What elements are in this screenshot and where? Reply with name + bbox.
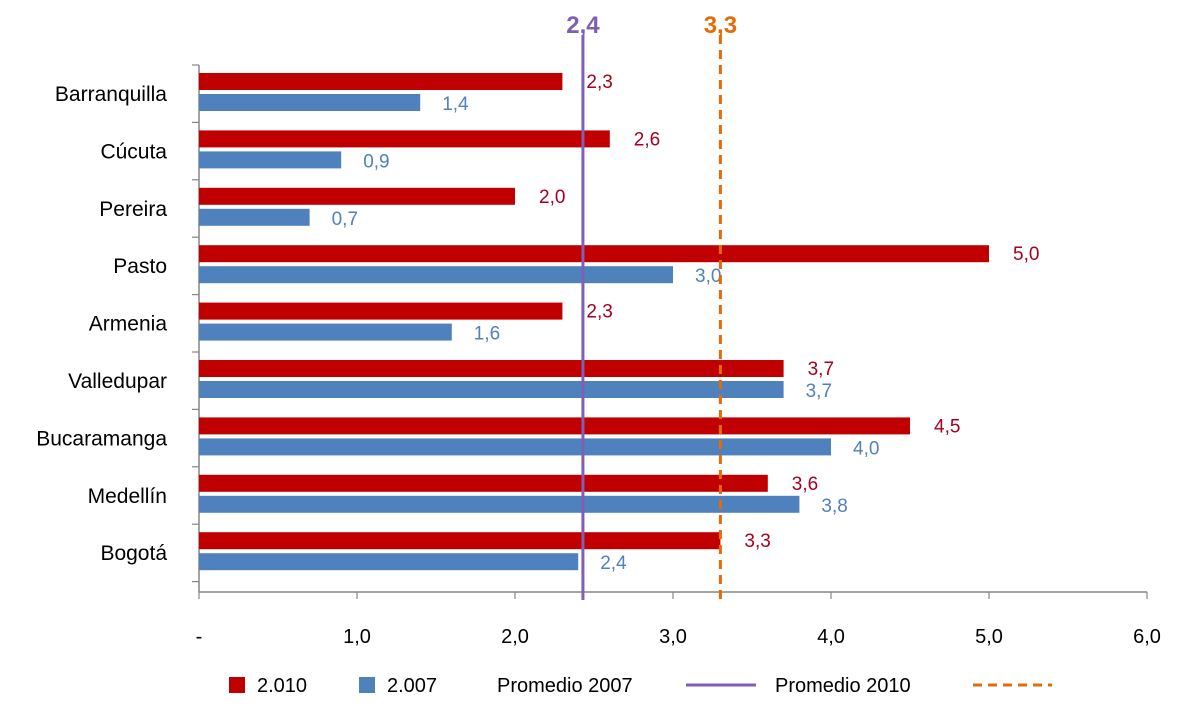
value-label-2010-medellin: 3,6 [792,474,818,495]
legend-label-2007: 2.007 [387,675,437,697]
value-label-2007-bucaramanga: 4,0 [853,438,879,459]
reference-label-promedio-2007: 2,4 [566,12,600,39]
x-tick-label: 6,0 [1133,626,1161,648]
category-label-pereira: Pereira [99,198,167,221]
value-label-2007-medellin: 3,8 [821,496,847,517]
legend-label-promedio-2007: Promedio 2007 [497,675,633,697]
bar-2010-bogota [199,532,721,550]
bar-2007-barranquilla [199,94,421,111]
value-label-2010-pasto: 5,0 [1013,244,1039,265]
value-label-2010-valledupar: 3,7 [808,359,834,380]
bar-2007-bogota [199,553,579,571]
bar-2010-pereira [199,187,515,205]
x-tick-label: 5,0 [975,626,1003,648]
category-label-cucuta: Cúcuta [100,140,167,163]
category-label-armenia: Armenia [89,313,168,336]
value-label-2007-barranquilla: 1,4 [442,94,469,115]
bar-2007-cucuta [199,151,342,169]
bar-2007-armenia [199,323,452,341]
x-tick-label: 3,0 [659,626,687,648]
value-label-2007-cucuta: 0,9 [363,151,389,172]
bar-2007-medellin [199,495,800,513]
reference-label-promedio-2010: 3,3 [704,12,737,39]
value-label-2010-bucaramanga: 4,5 [934,416,960,437]
legend-swatch-2007 [359,677,375,693]
category-label-barranquilla: Barranquilla [55,83,167,106]
value-label-2010-bogota: 3,3 [744,531,770,552]
x-tick-label: 2,0 [501,626,529,648]
category-label-pasto: Pasto [113,255,167,278]
category-label-bucaramanga: Bucaramanga [36,427,167,450]
bar-2010-valledupar [199,360,784,377]
legend-label-2010: 2.010 [257,675,307,697]
x-tick-label: - [196,626,203,648]
bar-2007-pereira [199,208,310,226]
legend-swatch-2010 [229,677,245,693]
x-tick-label: 4,0 [817,626,845,648]
value-label-2010-pereira: 2,0 [539,187,565,208]
bar-2010-armenia [199,302,563,320]
value-label-2007-bogota: 2,4 [600,553,627,574]
x-tick-label: 1,0 [343,626,371,648]
category-label-medellin: Medellín [88,485,167,508]
bar-2010-medellin [199,474,768,492]
value-label-2007-pereira: 0,7 [332,209,358,230]
bar-2007-pasto [199,266,673,284]
bar-2010-cucuta [199,130,610,148]
bar-2010-bucaramanga [199,417,910,435]
legend-label-promedio-2010: Promedio 2010 [775,675,911,697]
value-label-2010-armenia: 2,3 [586,302,612,323]
bar-2010-barranquilla [199,73,563,90]
value-label-2010-barranquilla: 2,3 [586,72,612,93]
value-label-2010-cucuta: 2,6 [634,129,660,150]
value-label-2007-valledupar: 3,7 [806,381,832,402]
category-label-valledupar: Valledupar [68,370,167,393]
bar-2007-bucaramanga [199,438,831,456]
bar-2007-valledupar [199,381,784,398]
value-label-2007-armenia: 1,6 [474,324,500,345]
value-label-2007-pasto: 3,0 [695,266,721,287]
category-label-bogota: Bogotá [100,542,167,565]
bar-2010-pasto [199,245,989,263]
